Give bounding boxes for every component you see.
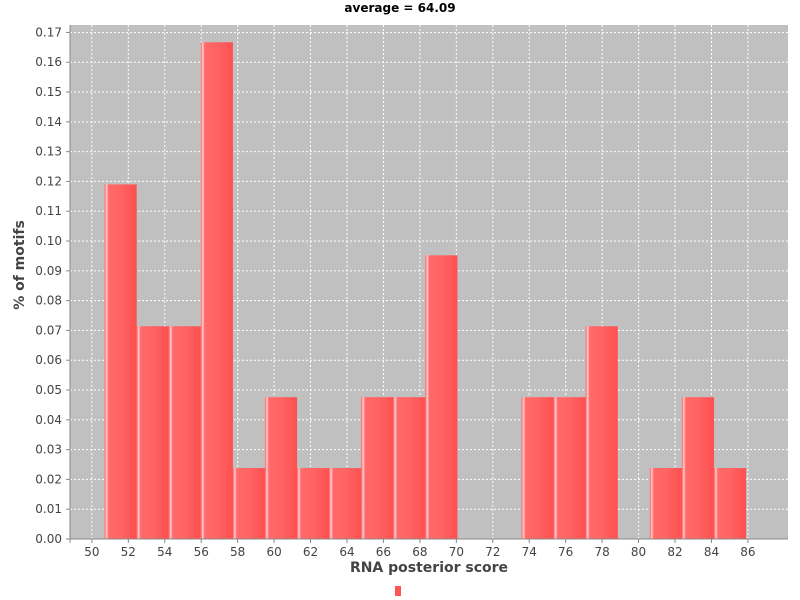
- bars: [104, 42, 747, 539]
- histogram-bar: [393, 397, 426, 539]
- chart-title: average = 64.09: [344, 1, 455, 15]
- x-tick-label: 80: [631, 545, 646, 559]
- y-tick-label: 0.16: [35, 55, 62, 69]
- y-tick-label: 0.04: [35, 413, 62, 427]
- x-tick-label: 56: [194, 545, 209, 559]
- histogram-bar: [264, 397, 298, 539]
- y-tick-label: 0.13: [35, 145, 62, 159]
- axes: [66, 25, 788, 543]
- histogram-bar: [649, 468, 682, 539]
- y-tick-label: 0.10: [35, 234, 62, 248]
- x-tick-label: 62: [303, 545, 318, 559]
- x-tick-label: 58: [230, 545, 245, 559]
- x-tick-label: 86: [740, 545, 755, 559]
- y-tick-label: 0.15: [35, 85, 62, 99]
- y-tick-label: 0.03: [35, 443, 62, 457]
- x-tick-label: 70: [449, 545, 464, 559]
- y-tick-label: 0.12: [35, 174, 62, 188]
- y-tick-label: 0.01: [35, 502, 62, 516]
- histogram-bar: [361, 397, 394, 539]
- histogram-bar: [585, 326, 618, 539]
- y-tick-label: 0.06: [35, 353, 62, 367]
- histogram-bar: [553, 397, 586, 539]
- y-tick-label: 0.14: [35, 115, 62, 129]
- histogram-bar: [104, 184, 137, 539]
- y-tick-label: 0.17: [35, 25, 62, 39]
- histogram-bar: [136, 326, 169, 539]
- y-tick-label: 0.08: [35, 294, 62, 308]
- x-tick-label: 50: [84, 545, 99, 559]
- x-axis-ticks: 50 52 54 56 58 60 62 64 66 68 70 72 74 76 78 80 82 84 86: [84, 539, 756, 559]
- histogram-bar: [714, 468, 747, 539]
- x-tick-label: 84: [704, 545, 719, 559]
- y-tick-label: 0.00: [35, 532, 62, 546]
- y-axis-label: % of motifs: [12, 220, 28, 310]
- x-tick-label: 72: [485, 545, 500, 559]
- y-tick-label: 0.02: [35, 472, 62, 486]
- y-tick-label: 0.09: [35, 264, 62, 278]
- x-tick-label: 78: [594, 545, 609, 559]
- x-tick-label: 66: [376, 545, 391, 559]
- histogram-bar: [200, 42, 233, 539]
- y-tick-label: 0.07: [35, 323, 62, 337]
- x-axis-label: RNA posterior score: [350, 560, 508, 576]
- histogram-bar: [329, 468, 362, 539]
- y-axis-ticks: 0.00 0.01 0.02 0.03 0.04 0.05 0.06 0.07 0.08 0.09…: [35, 25, 70, 546]
- y-tick-label: 0.11: [35, 204, 62, 218]
- x-tick-label: 60: [266, 545, 281, 559]
- x-tick-label: 54: [157, 545, 172, 559]
- histogram-bar: [521, 397, 554, 539]
- x-tick-label: 64: [339, 545, 354, 559]
- x-tick-label: 68: [412, 545, 427, 559]
- histogram-bar: [168, 326, 201, 539]
- histogram-bar: [232, 468, 265, 539]
- histogram-bar: [297, 468, 330, 539]
- x-tick-label: 76: [558, 545, 573, 559]
- histogram-bar: [681, 397, 715, 539]
- x-tick-label: 82: [667, 545, 682, 559]
- histogram-bar: [425, 255, 458, 539]
- y-tick-label: 0.05: [35, 383, 62, 397]
- x-tick-label: 52: [121, 545, 136, 559]
- legend-swatch: [395, 586, 401, 596]
- x-tick-label: 74: [522, 545, 537, 559]
